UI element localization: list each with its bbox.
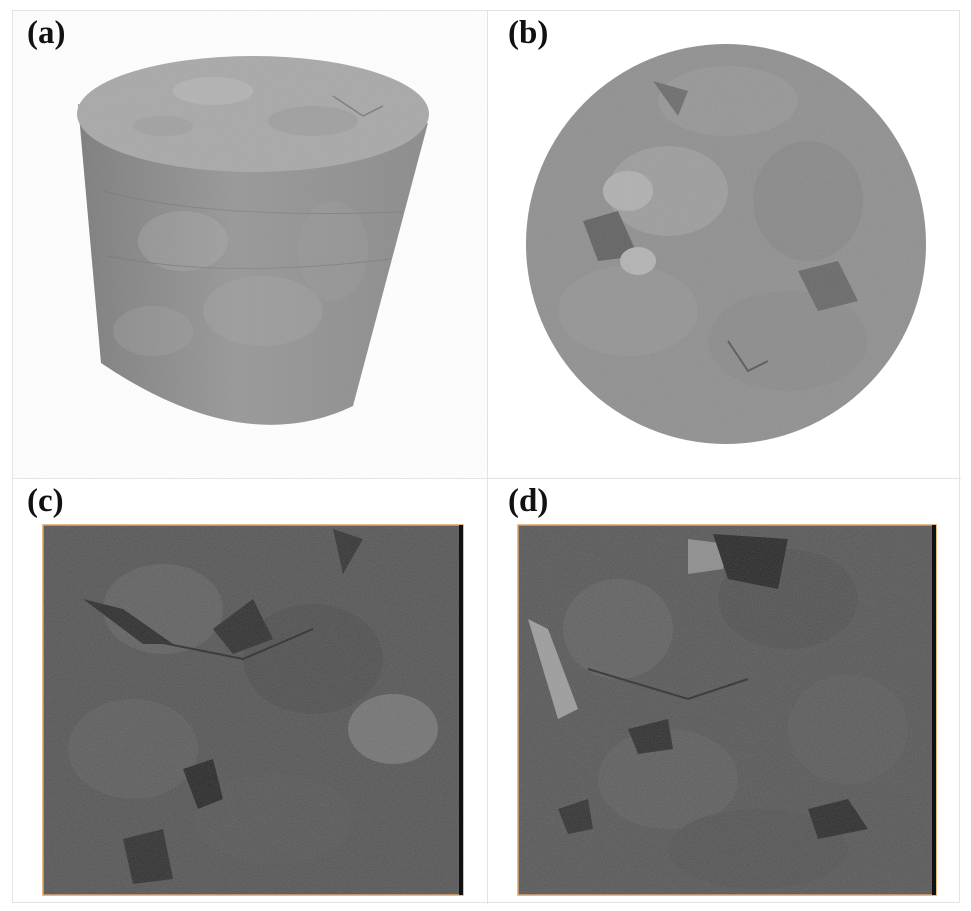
panel-c: (c)	[13, 479, 488, 904]
panel-d: (d)	[488, 479, 961, 904]
slice-image-c	[42, 524, 464, 896]
circular-cross-section	[526, 44, 926, 444]
panel-label-d: (d)	[508, 483, 549, 519]
panel-a: (a)	[13, 11, 488, 479]
panel-label-c: (c)	[27, 483, 64, 519]
panel-b: (b)	[488, 11, 961, 479]
panel-label-b: (b)	[508, 15, 549, 51]
panel-label-a: (a)	[27, 15, 66, 51]
figure-grid: (a)	[12, 10, 961, 904]
slice-image-d	[517, 524, 937, 896]
cylinder-render	[13, 11, 487, 478]
